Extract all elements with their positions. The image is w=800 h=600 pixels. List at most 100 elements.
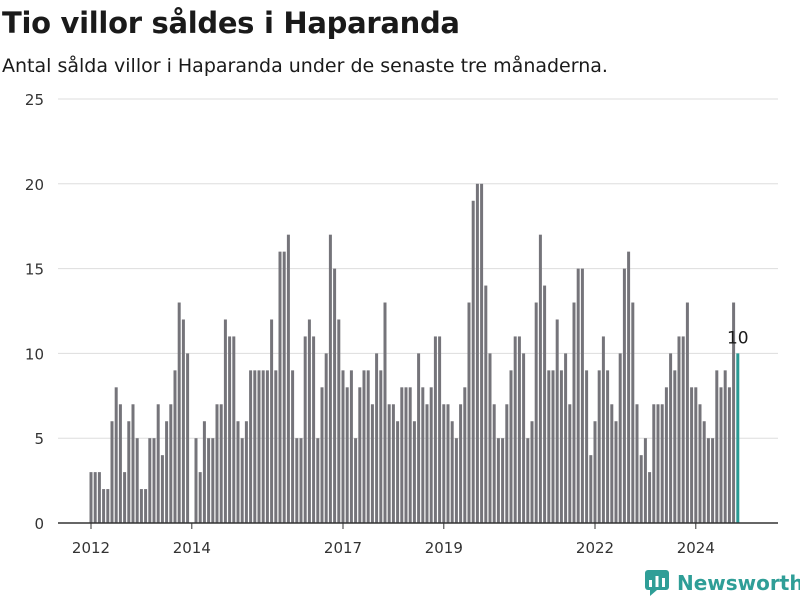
bar bbox=[400, 387, 404, 523]
bar bbox=[253, 370, 257, 523]
bars bbox=[89, 183, 740, 524]
bar bbox=[412, 421, 416, 523]
bar bbox=[606, 370, 610, 523]
bar bbox=[459, 404, 463, 523]
bar bbox=[97, 472, 101, 523]
bar bbox=[156, 404, 160, 523]
bar bbox=[618, 353, 622, 523]
bar bbox=[102, 489, 106, 523]
y-tick-label: 10 bbox=[25, 345, 44, 363]
bar bbox=[240, 438, 244, 523]
bar bbox=[492, 404, 496, 523]
bar bbox=[408, 387, 412, 523]
bar bbox=[173, 370, 177, 523]
bar bbox=[677, 336, 681, 523]
bar bbox=[639, 455, 643, 523]
bar bbox=[471, 200, 475, 523]
bar bbox=[320, 387, 324, 523]
bar bbox=[496, 438, 500, 523]
bar bbox=[711, 438, 715, 523]
bar bbox=[215, 404, 219, 523]
bar bbox=[354, 438, 358, 523]
bar bbox=[106, 489, 110, 523]
bar bbox=[333, 268, 337, 523]
bar-latest bbox=[736, 353, 740, 523]
bar bbox=[572, 302, 576, 523]
bar bbox=[664, 387, 668, 523]
bar bbox=[118, 404, 122, 523]
bar bbox=[513, 336, 517, 523]
x-tick-label: 2014 bbox=[173, 539, 211, 557]
bar bbox=[123, 472, 127, 523]
x-axis-tick-labels: 2012 2014 2017 2019 2022 2024 bbox=[72, 523, 715, 557]
bar bbox=[547, 370, 551, 523]
bar bbox=[249, 370, 253, 523]
bar bbox=[622, 268, 626, 523]
bar bbox=[366, 370, 370, 523]
bar bbox=[421, 387, 425, 523]
bar bbox=[202, 421, 206, 523]
bar bbox=[429, 387, 433, 523]
bar bbox=[375, 353, 379, 523]
bar bbox=[265, 370, 269, 523]
bar bbox=[349, 370, 353, 523]
bar bbox=[551, 370, 555, 523]
bar bbox=[433, 336, 437, 523]
bar bbox=[219, 404, 223, 523]
bar bbox=[169, 404, 173, 523]
bar bbox=[328, 234, 332, 523]
y-tick-label: 15 bbox=[25, 261, 44, 279]
bar bbox=[463, 387, 467, 523]
bar bbox=[152, 438, 156, 523]
bar bbox=[627, 251, 631, 523]
bar bbox=[517, 336, 521, 523]
bar bbox=[685, 302, 689, 523]
bar bbox=[228, 336, 232, 523]
bar bbox=[450, 421, 454, 523]
bar bbox=[324, 353, 328, 523]
bar bbox=[110, 421, 114, 523]
bar bbox=[538, 234, 542, 523]
bar bbox=[425, 404, 429, 523]
bar bbox=[93, 472, 97, 523]
chart-title: Tio villor såldes i Haparanda bbox=[2, 6, 460, 40]
y-axis-tick-labels: 0 5 10 15 20 25 bbox=[25, 91, 44, 533]
bar bbox=[589, 455, 593, 523]
bar bbox=[446, 404, 450, 523]
bar bbox=[648, 472, 652, 523]
highlight-value-label: 10 bbox=[727, 328, 749, 348]
bar bbox=[576, 268, 580, 523]
bar bbox=[438, 336, 442, 523]
bar bbox=[467, 302, 471, 523]
brand-name: Newsworthy bbox=[677, 571, 800, 595]
bar bbox=[601, 336, 605, 523]
bar bbox=[387, 404, 391, 523]
x-tick-label: 2024 bbox=[677, 539, 715, 557]
bar bbox=[480, 183, 484, 524]
bar bbox=[316, 438, 320, 523]
bar bbox=[207, 438, 211, 523]
bar bbox=[312, 336, 316, 523]
bar bbox=[614, 421, 618, 523]
bar bbox=[719, 387, 723, 523]
bar bbox=[534, 302, 538, 523]
bar bbox=[295, 438, 299, 523]
bar bbox=[673, 370, 677, 523]
bar bbox=[127, 421, 131, 523]
bar bbox=[442, 404, 446, 523]
bar bbox=[261, 370, 265, 523]
bar bbox=[232, 336, 236, 523]
bar bbox=[631, 302, 635, 523]
bar bbox=[114, 387, 118, 523]
bar bbox=[144, 489, 148, 523]
bar bbox=[559, 370, 563, 523]
bar bbox=[177, 302, 181, 523]
bar bbox=[643, 438, 647, 523]
bar bbox=[396, 421, 400, 523]
bar bbox=[404, 387, 408, 523]
bar bbox=[186, 353, 190, 523]
bar bbox=[341, 370, 345, 523]
bar bbox=[706, 438, 710, 523]
bar bbox=[194, 438, 198, 523]
